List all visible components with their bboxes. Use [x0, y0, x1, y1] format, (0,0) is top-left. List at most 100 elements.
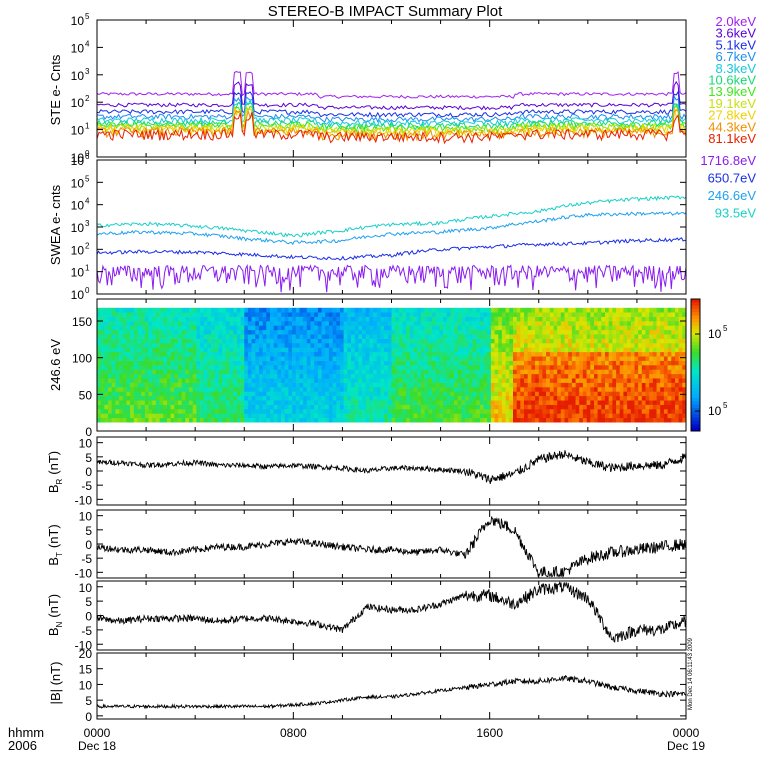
- heatmap-cell: [623, 395, 628, 401]
- heatmap-cell: [362, 356, 367, 361]
- heatmap-cell: [104, 395, 109, 401]
- heatmap-cell: [292, 338, 297, 344]
- heatmap-cell: [200, 360, 205, 366]
- heatmap-cell: [233, 360, 238, 366]
- heatmap-cell: [568, 373, 573, 379]
- heatmap-cell: [211, 329, 216, 335]
- heatmap-cell: [152, 334, 157, 339]
- heatmap-cell: [137, 387, 142, 392]
- heatmap-cell: [531, 307, 536, 313]
- swea-series-line: [96, 195, 687, 238]
- heatmap-cell: [505, 351, 510, 357]
- heatmap-cell: [259, 321, 263, 326]
- heatmap-cell: [108, 356, 112, 361]
- heatmap-cell: [461, 413, 466, 419]
- heatmap-cell: [236, 312, 241, 317]
- plot-title: STEREO-B IMPACT Summary Plot: [268, 3, 503, 20]
- heatmap-cell: [616, 343, 621, 348]
- heatmap-cell: [483, 365, 488, 370]
- heatmap-cell: [200, 338, 205, 344]
- heatmap-cell: [376, 360, 381, 366]
- heatmap-cell: [487, 400, 492, 405]
- heatmap-cell: [527, 343, 532, 348]
- heatmap-cell: [354, 400, 359, 405]
- heatmap-cell: [398, 360, 403, 366]
- heatmap-cell: [365, 400, 370, 405]
- heatmap-cell: [336, 343, 341, 348]
- heatmap-cell: [354, 321, 359, 326]
- heatmap-cell: [391, 395, 396, 401]
- heatmap-cell: [266, 369, 271, 375]
- heatmap-cell: [277, 382, 282, 388]
- heatmap-cell: [435, 378, 440, 383]
- heatmap-cell: [119, 351, 124, 357]
- heatmap-cell: [663, 316, 668, 322]
- heatmap-cell: [538, 338, 543, 344]
- heatmap-cell: [432, 400, 436, 405]
- heatmap-cell: [501, 413, 506, 419]
- br-ylabel: BR(nT): [46, 451, 64, 493]
- heatmap-cell: [546, 369, 551, 375]
- heatmap-cell: [295, 382, 300, 388]
- heatmap-cell: [638, 338, 643, 344]
- heatmap-cell: [465, 307, 470, 313]
- heatmap-cell: [170, 413, 175, 419]
- colorbar-cell: [691, 341, 700, 346]
- heatmap-cell: [409, 343, 414, 348]
- heatmap-cell: [362, 387, 367, 392]
- heatmap-cell: [649, 365, 654, 370]
- heatmap-cell: [490, 395, 495, 401]
- heatmap-cell: [200, 351, 205, 357]
- heatmap-cell: [218, 400, 223, 405]
- heatmap-cell: [295, 356, 300, 361]
- heatmap-cell: [612, 351, 617, 357]
- heatmap-cell: [192, 378, 197, 383]
- heatmap-cell: [266, 395, 271, 401]
- heatmap-cell: [682, 417, 687, 423]
- heatmap-cell: [314, 343, 319, 348]
- heatmap-cell: [428, 395, 433, 401]
- heatmap-cell: [343, 338, 348, 344]
- heatmap-cell: [483, 321, 488, 326]
- heatmap-cell: [420, 387, 425, 392]
- heatmap-cell: [181, 365, 186, 370]
- heatmap-cell: [163, 365, 168, 370]
- heatmap-cell: [328, 369, 333, 375]
- heatmap-cell: [479, 404, 484, 410]
- heatmap-cell: [362, 347, 367, 353]
- heatmap-cell: [531, 391, 536, 397]
- heatmap-cell: [229, 321, 234, 326]
- heatmap-cell: [641, 413, 646, 419]
- heatmap-cell: [608, 360, 613, 366]
- heatmap-cell: [240, 413, 245, 419]
- heatmap-cell: [189, 343, 193, 348]
- heatmap-cell: [321, 413, 326, 419]
- heatmap-cell: [229, 365, 234, 370]
- heatmap-cell: [336, 417, 341, 423]
- heatmap-cell: [487, 391, 492, 397]
- heatmap-cell: [203, 321, 208, 326]
- heatmap-cell: [340, 400, 344, 405]
- heatmap-cell: [406, 338, 411, 344]
- heatmap-cell: [306, 365, 311, 370]
- heatmap-cell: [247, 360, 252, 366]
- heatmap-cell: [270, 347, 274, 353]
- heatmap-cell: [623, 347, 628, 353]
- heatmap-cell: [498, 400, 503, 405]
- heatmap-cell: [395, 404, 400, 410]
- heatmap-cell: [439, 325, 444, 331]
- heatmap-cell: [527, 360, 532, 366]
- heatmap-cell: [454, 312, 459, 317]
- heatmap-cell: [189, 395, 193, 401]
- heatmap-cell: [211, 360, 216, 366]
- heatmap-cell: [476, 373, 481, 379]
- heatmap-cell: [152, 413, 157, 419]
- heatmap-cell: [163, 395, 168, 401]
- heatmap-cell: [159, 378, 164, 383]
- heatmap-cell: [571, 321, 576, 326]
- heatmap-cell: [266, 404, 271, 410]
- heatmap-cell: [196, 360, 201, 366]
- heatmap-cell: [476, 378, 481, 383]
- heatmap-cell: [391, 347, 396, 353]
